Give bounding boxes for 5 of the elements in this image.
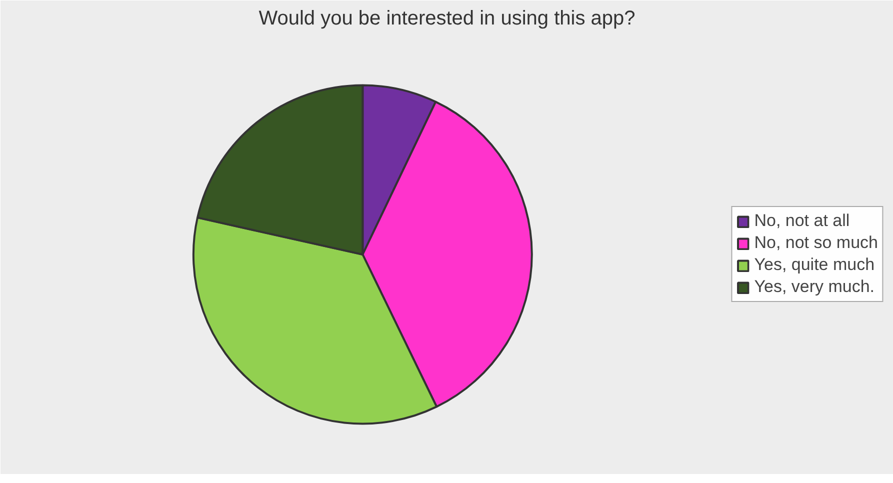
chart-title: Would you be interested in using this app? xyxy=(258,8,636,30)
legend-label: Yes, quite much xyxy=(754,255,875,275)
legend-label: No, not so much xyxy=(754,233,878,253)
legend-label: Yes, very much. xyxy=(754,277,875,297)
legend-label: No, not at all xyxy=(754,211,850,231)
